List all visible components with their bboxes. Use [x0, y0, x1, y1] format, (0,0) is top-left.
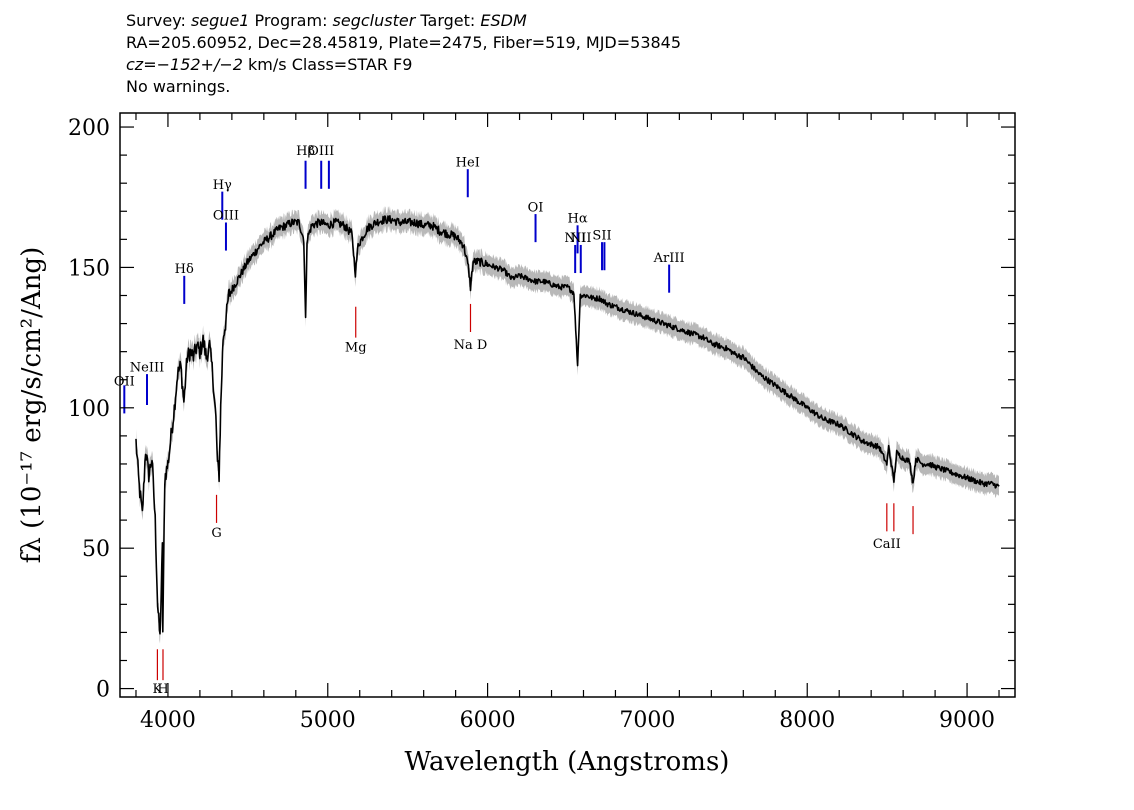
- error-band: [136, 206, 999, 644]
- y-axis-title: fλ (10⁻¹⁷ erg/s/cm²/Ang): [17, 247, 47, 563]
- spectrum-line: [135, 215, 1000, 635]
- cz-value: −152+/−2: [156, 55, 243, 74]
- y-tick-label: 100: [68, 397, 110, 422]
- plot-frame: [119, 112, 1016, 698]
- line-marker-label: K: [153, 682, 163, 697]
- y-tick-label: 200: [68, 116, 110, 141]
- x-tick-label: 8000: [779, 708, 835, 733]
- line-marker-label: SII: [592, 228, 611, 243]
- x-tick-label: 5000: [300, 708, 356, 733]
- target-name: ESDM: [480, 11, 527, 30]
- line-marker-label: Hδ: [175, 262, 194, 277]
- line-marker-label: Mg: [345, 341, 367, 356]
- line-marker-label: Hγ: [213, 178, 232, 193]
- x-tick-label: 6000: [460, 708, 516, 733]
- line-marker-label: NeIII: [130, 360, 164, 375]
- line-marker-label: OIII: [213, 209, 239, 224]
- x-tick-label: 9000: [939, 708, 995, 733]
- line-marker-label: Na D: [454, 338, 488, 353]
- line-marker-label: H: [157, 682, 168, 697]
- line-marker-label: OIII: [308, 144, 334, 159]
- axis-ticks: 4000 5000 6000 7000 8000 9000 0 50 100 150 200: [68, 113, 1015, 733]
- program-name: segcluster: [332, 11, 416, 30]
- x-tick-label: 4000: [140, 708, 196, 733]
- line-marker-label: Hα: [568, 212, 588, 227]
- survey-name: segue1: [190, 11, 250, 30]
- error-band-area: [136, 206, 999, 644]
- line-marker-label: NII: [570, 231, 592, 246]
- line-marker-label: ArIII: [653, 251, 685, 266]
- x-axis-title: Wavelength (Angstroms): [405, 747, 730, 777]
- spectrum-header: Survey: segue1 Program: segcluster Targe…: [126, 10, 681, 98]
- line-marker-label: CaII: [873, 537, 901, 552]
- spectrum-series: [135, 215, 1000, 635]
- y-tick-label: 50: [82, 537, 110, 562]
- header-line-warnings: No warnings.: [126, 77, 231, 96]
- line-marker-label: OII: [114, 374, 135, 389]
- y-tick-label: 150: [68, 256, 110, 281]
- y-tick-label: 0: [96, 678, 110, 703]
- header-line-redshift: cz=−152+/−2 km/s Class=STAR F9: [126, 55, 413, 74]
- header-line-survey: Survey: segue1 Program: segcluster Targe…: [126, 11, 527, 30]
- x-tick-label: 7000: [619, 708, 675, 733]
- line-marker-label: Hβ: [296, 144, 315, 159]
- line-marker-label: HeI: [456, 155, 480, 170]
- header-line-coordinates: RA=205.60952, Dec=28.45819, Plate=2475, …: [126, 33, 682, 52]
- line-marker-label: G: [211, 526, 221, 541]
- line-marker-label: OI: [528, 200, 544, 215]
- line-marker-label: NII: [564, 231, 586, 246]
